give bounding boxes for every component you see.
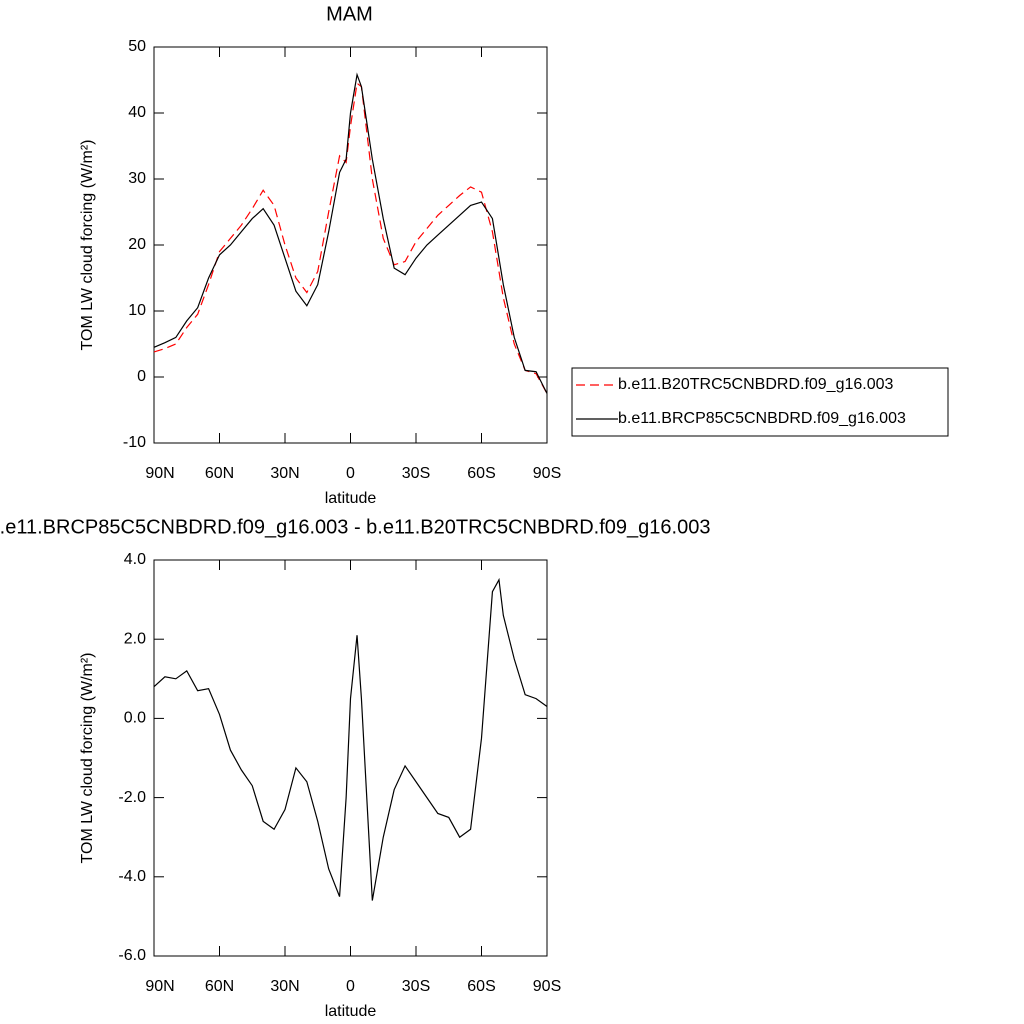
x-axis-label: latitude <box>325 490 377 507</box>
y-tick-label: 40 <box>128 104 146 121</box>
y-tick-label: -4.0 <box>118 868 146 885</box>
y-tick-label: 10 <box>128 302 146 319</box>
y-tick-label: 30 <box>128 170 146 187</box>
y-tick-label: 20 <box>128 236 146 253</box>
plot-frame <box>153 559 548 957</box>
y-tick-label: -2.0 <box>118 789 146 806</box>
legend-label: b.e11.BRCP85C5CNBDRD.f09_g16.003 <box>618 410 906 427</box>
y-tick-label: -10 <box>123 434 146 451</box>
x-tick-label: 90S <box>533 465 561 482</box>
x-tick-label: 30N <box>270 465 299 482</box>
chart-title: MAM <box>326 3 373 25</box>
data-line <box>153 72 548 394</box>
y-tick-label: 0 <box>137 368 146 385</box>
x-tick-label: 30N <box>270 978 299 995</box>
data-line <box>153 82 548 394</box>
x-tick-label: 60N <box>205 978 234 995</box>
plot-frame <box>153 46 548 444</box>
x-tick-label: 30S <box>402 978 430 995</box>
x-tick-label: 90N <box>145 978 174 995</box>
data-line <box>153 577 548 901</box>
y-tick-label: 0.0 <box>124 710 146 727</box>
x-tick-label: 30S <box>402 465 430 482</box>
y-tick-label: 4.0 <box>124 551 146 568</box>
x-tick-label: 60N <box>205 465 234 482</box>
legend-box <box>571 367 949 437</box>
y-tick-label: 2.0 <box>124 630 146 647</box>
x-tick-label: 60S <box>467 978 495 995</box>
x-axis-label: latitude <box>325 1003 377 1020</box>
legend-label: b.e11.B20TRC5CNBDRD.f09_g16.003 <box>618 376 894 393</box>
y-tick-label: -6.0 <box>118 947 146 964</box>
chart-title: b.e11.BRCP85C5CNBDRD.f09_g16.003 - b.e11… <box>0 516 710 538</box>
y-tick-label: 50 <box>128 38 146 55</box>
x-tick-label: 60S <box>467 465 495 482</box>
x-tick-label: 0 <box>346 978 355 995</box>
y-axis-label: TOM LW cloud forcing (W/m²) <box>79 653 96 864</box>
y-axis-label: TOM LW cloud forcing (W/m²) <box>79 140 96 351</box>
x-tick-label: 0 <box>346 465 355 482</box>
x-tick-label: 90N <box>145 465 174 482</box>
x-tick-label: 90S <box>533 978 561 995</box>
